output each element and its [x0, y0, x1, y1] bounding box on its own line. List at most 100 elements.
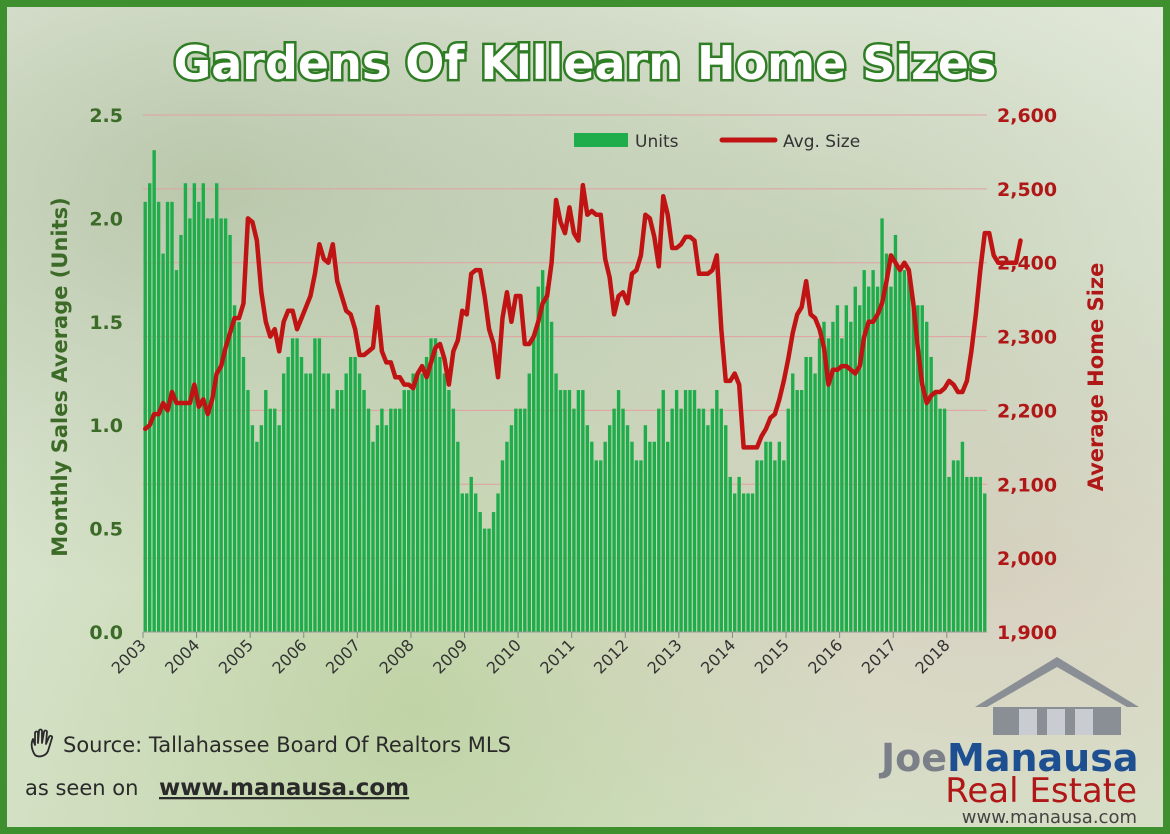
bar: [840, 338, 844, 632]
bar: [768, 441, 773, 632]
right-tick-label: 2,300: [997, 327, 1057, 349]
bar: [929, 356, 933, 632]
bar: [880, 218, 884, 632]
bar: [902, 270, 907, 632]
bar: [741, 493, 746, 632]
bar: [362, 390, 366, 632]
bar: [170, 201, 174, 633]
bar: [540, 270, 545, 632]
bar: [214, 183, 219, 633]
bar: [277, 425, 281, 632]
x-tick-label: 2007: [322, 635, 364, 677]
bar: [643, 425, 648, 632]
bar: [438, 356, 442, 632]
hand-icon: [30, 728, 54, 758]
bar: [478, 512, 482, 632]
bar: [554, 373, 558, 632]
bar: [737, 476, 741, 632]
chart: Gardens Of Killearn Home Sizes 0.0 0.5 1.0…: [25, 34, 1139, 827]
bar: [148, 183, 152, 633]
bar: [192, 183, 197, 633]
bar: [933, 390, 938, 632]
bar: [456, 441, 460, 632]
right-tick-label: 2,600: [997, 105, 1057, 127]
bar: [527, 373, 531, 632]
bar: [661, 390, 665, 632]
bar: [786, 408, 790, 632]
bar: [813, 373, 817, 632]
left-tick-label: 2.5: [89, 105, 123, 127]
bar: [156, 201, 161, 633]
bar: [366, 408, 371, 632]
bar: [759, 460, 764, 632]
bar: [844, 305, 849, 632]
bar: [804, 356, 808, 632]
bar: [683, 390, 688, 632]
bar: [639, 460, 643, 632]
bar: [795, 390, 799, 632]
bar: [898, 270, 902, 632]
bar: [335, 390, 339, 632]
bar: [983, 493, 987, 632]
bar: [473, 493, 478, 632]
bar: [264, 390, 268, 632]
bar: [206, 218, 210, 632]
bar: [974, 476, 978, 632]
bar: [514, 408, 518, 632]
bar: [465, 493, 469, 632]
bar: [161, 253, 165, 632]
y-axis-label-left: Monthly Sales Average (Units): [48, 197, 72, 557]
bar: [634, 460, 639, 632]
bar: [290, 338, 295, 632]
bar: [916, 305, 920, 632]
bar: [411, 373, 415, 632]
bar: [884, 253, 889, 632]
bar: [612, 408, 616, 632]
right-tick-label: 2,000: [997, 548, 1057, 570]
right-tick-label: 2,100: [997, 474, 1057, 496]
bar: [889, 286, 893, 632]
x-tick-label: 2013: [643, 635, 685, 677]
bar: [447, 390, 451, 632]
bar: [326, 373, 331, 632]
bar: [808, 356, 813, 632]
website-link[interactable]: www.manausa.com: [159, 775, 409, 801]
bar: [831, 321, 835, 632]
bar: [692, 390, 697, 632]
x-tick-label: 2005: [215, 635, 257, 677]
bar: [487, 528, 491, 632]
bar: [523, 408, 527, 632]
bar: [666, 441, 670, 632]
source-text: Source: Tallahassee Board Of Realtors ML…: [63, 733, 511, 757]
bar: [893, 234, 898, 632]
bar: [558, 390, 563, 632]
bar: [415, 373, 420, 632]
logo-real-estate: Real Estate: [945, 771, 1137, 811]
legend-label-avg-size: Avg. Size: [783, 132, 860, 152]
legend-label-units: Units: [635, 132, 679, 152]
bar: [750, 493, 755, 632]
bar: [402, 390, 406, 632]
left-axis-ticks: 0.0 0.5 1.0 1.5 2.0 2.5: [89, 105, 123, 644]
x-tick-label: 2016: [804, 635, 846, 677]
left-tick-label: 0.5: [89, 519, 123, 541]
bar: [871, 270, 875, 632]
bar: [835, 305, 840, 632]
bar: [920, 305, 924, 632]
bar: [407, 390, 411, 632]
bar: [201, 183, 205, 633]
bar: [286, 356, 290, 632]
bar: [942, 408, 947, 632]
bar: [710, 408, 715, 632]
bar: [674, 390, 679, 632]
bar: [357, 373, 362, 632]
bar: [706, 425, 710, 632]
bar: [255, 441, 259, 632]
bar: [223, 218, 228, 632]
bar: [179, 234, 183, 632]
bar: [545, 286, 549, 632]
bar: [625, 425, 630, 632]
bar: [563, 390, 567, 632]
bar: [299, 356, 304, 632]
